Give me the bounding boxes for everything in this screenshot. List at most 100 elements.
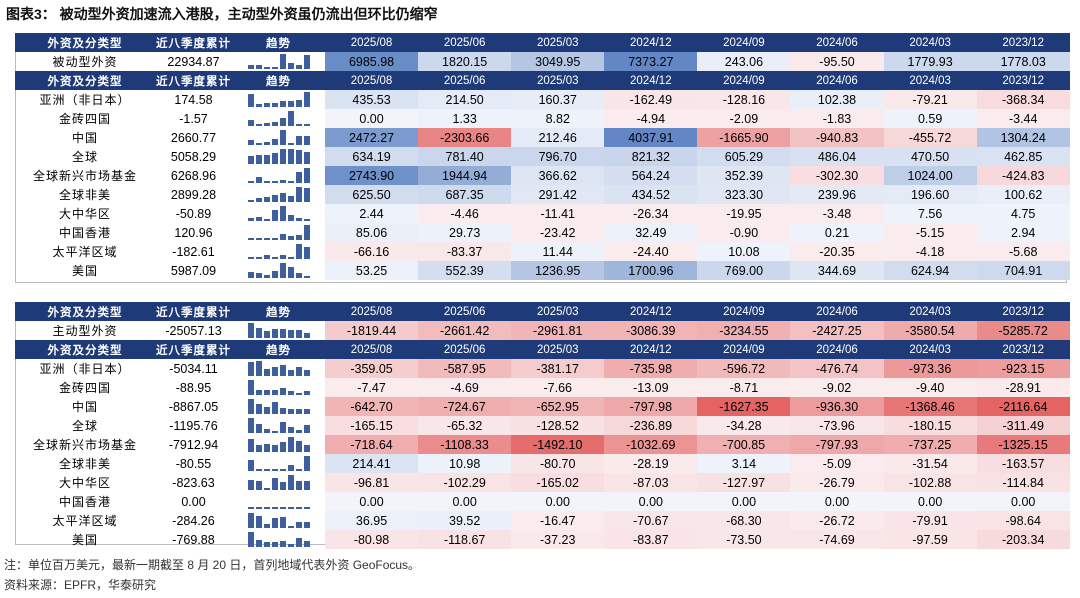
cumulative-value: -1195.76 [169,418,218,433]
period-value: 0.00 [325,109,419,128]
period-value: 6985.98 [325,52,419,71]
period-value: 470.50 [883,147,977,166]
period-value: -128.52 [511,416,605,435]
sparkline-bar [287,195,294,202]
column-header: 近八季度累计 [155,340,232,359]
period-value: -37.23 [511,530,605,549]
sparkline-bar [271,517,278,528]
column-header: 近八季度累计 [155,71,232,90]
period-value: 624.94 [883,261,977,280]
column-header: 2024/03 [883,340,977,359]
period-value: 1779.93 [883,52,977,71]
sparkline-bar [263,443,270,452]
sparkline-bar [303,124,310,126]
sparkline-bar [271,402,278,414]
period-value: 196.60 [883,185,977,204]
period-value: 8.82 [511,109,605,128]
period-value: 0.21 [790,223,884,242]
trend-sparkline [232,454,325,473]
period-value: -5285.72 [976,321,1070,340]
sparkline-bar [295,440,302,452]
sparkline-bar [287,329,294,338]
trend-sparkline [232,223,325,242]
sparkline-bar [255,507,262,509]
period-value: 53.25 [325,261,419,280]
sparkline-bar [263,541,270,547]
sparkline-bar [263,238,270,240]
period-value: -74.69 [790,530,884,549]
row-name: 金砖四国 [58,381,111,395]
table-row: 全球 -1195.76 -165.15 -65.32 -128.52 -236.89 -34… [15,416,1070,435]
column-header: 2024/12 [604,33,698,52]
trend-sparkline [232,397,325,416]
period-value: -3580.54 [883,321,977,340]
row-name: 大中华区 [58,476,111,490]
period-value: -700.85 [697,435,791,454]
row-name: 太平洋区域 [52,514,118,528]
row-name: 全球新兴市场基金 [32,438,137,452]
row-name: 全球 [71,150,98,164]
sparkline-bar [263,141,270,145]
sparkline-bar [303,54,310,69]
trend-sparkline [232,242,325,261]
period-value: -180.15 [883,416,977,435]
period-value: 1236.95 [511,261,605,280]
period-value: 212.46 [511,128,605,147]
trend-sparkline [232,530,325,549]
table-row: 亚洲（非日本） 174.58 435.53 214.50 160.37 -162.49 -1… [15,90,1070,109]
row-name: 主动型外资 [52,324,118,338]
period-value: -3234.55 [697,321,791,340]
period-value: -98.64 [976,511,1070,530]
sparkline-bar [271,181,278,183]
period-value: 769.00 [697,261,791,280]
period-value: -83.37 [418,242,512,261]
period-value: 291.42 [511,185,605,204]
period-value: -724.67 [418,397,512,416]
sparkline-bar [295,244,302,259]
sparkline-bar [303,276,310,278]
period-value: 1820.15 [418,52,512,71]
period-value: 634.19 [325,147,419,166]
period-value: -236.89 [604,416,698,435]
period-value: -102.88 [883,473,977,492]
column-header: 外资及分类型 [15,340,155,359]
sparkline-bar [247,199,254,202]
cumulative-value: 22934.87 [167,54,220,69]
sparkline-bar [263,196,270,202]
sparkline-bar [303,332,310,338]
sparkline-bar [255,104,262,107]
sparkline-bar [271,238,278,240]
sparkline-bar [255,327,262,338]
sparkline-bar [271,478,278,490]
sparkline-bar [247,479,254,490]
table-row: 金砖四国 -1.57 0.00 1.33 8.82 -4.94 -2.09 -1.83 0.59… [15,109,1070,128]
period-value: 7.56 [883,204,977,223]
row-name: 被动型外资 [52,55,118,69]
period-value: -4.18 [883,242,977,261]
period-value: 32.49 [604,223,698,242]
sparkline-bar [271,138,278,145]
period-value: -735.98 [604,359,698,378]
sparkline-bar [247,180,254,183]
table-row: 全球非美 2899.28 625.50 687.35 291.42 434.52 323.3… [15,185,1070,204]
sparkline-bar [279,179,286,183]
column-header: 2024/12 [604,71,698,90]
period-value: -7.66 [511,378,605,397]
period-value: -73.96 [790,416,884,435]
period-value: 1700.96 [604,261,698,280]
row-name: 全球非美 [58,457,111,471]
sparkline-bar [255,124,262,126]
period-value: -127.97 [697,473,791,492]
sparkline-bar [279,130,286,145]
sparkline-bar [303,425,310,433]
cumulative-value: 5058.29 [170,149,217,164]
sparkline-bar [295,65,302,69]
sparkline-bar [287,143,294,145]
sparkline-bar [295,392,302,395]
column-header: 2025/03 [511,340,605,359]
period-value: -13.09 [604,378,698,397]
period-value: 1024.00 [883,166,977,185]
period-value: -65.32 [418,416,512,435]
column-header: 近八季度累计 [155,33,232,52]
sparkline-bar [247,271,254,278]
